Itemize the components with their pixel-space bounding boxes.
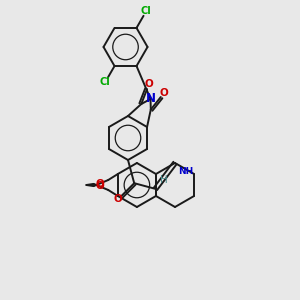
Text: Cl: Cl: [100, 77, 110, 88]
Text: H: H: [160, 176, 168, 185]
Text: O: O: [114, 194, 122, 204]
Text: O: O: [160, 88, 168, 98]
Text: O: O: [95, 179, 104, 189]
Text: O: O: [145, 80, 153, 89]
Text: N: N: [146, 92, 155, 106]
Text: NH: NH: [178, 167, 194, 176]
Text: O: O: [95, 181, 104, 191]
Text: Cl: Cl: [141, 7, 152, 16]
